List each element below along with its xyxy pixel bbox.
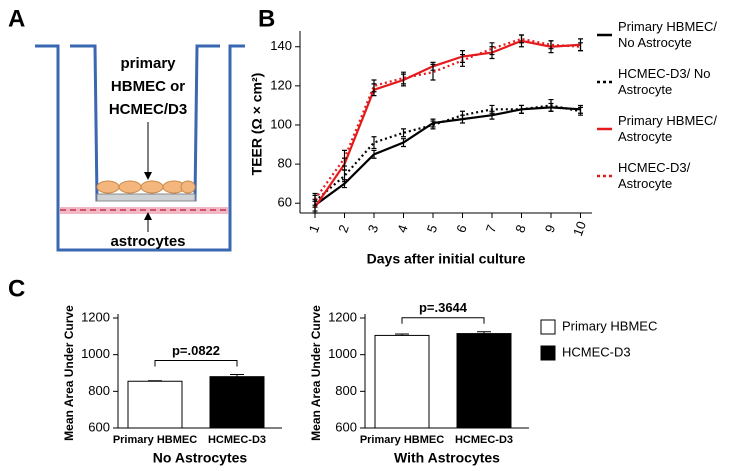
- y-axis-label: Mean Area Under Curve: [309, 305, 323, 441]
- bottom-label: astrocytes: [110, 233, 185, 250]
- x-tick-label: 8: [512, 223, 529, 235]
- y-tick-label: 1000: [328, 346, 357, 361]
- legend-label: Primary HBMEC/ No Astrocyte: [618, 19, 717, 50]
- y-tick-label: 80: [278, 156, 292, 171]
- bar: [374, 334, 430, 429]
- bar: [127, 380, 183, 429]
- error-bar: [460, 53, 465, 67]
- x-tick-label: Primary HBMEC: [113, 434, 197, 446]
- x-tick-label: 4: [394, 223, 411, 235]
- error-bar: [548, 40, 554, 50]
- x-axis-label: With Astrocytes: [394, 450, 500, 466]
- well: [35, 44, 245, 252]
- error-bar: [548, 98, 554, 112]
- error-bar: [371, 149, 377, 159]
- x-tick-label: 9: [542, 223, 559, 235]
- x-tick-label: 5: [424, 223, 441, 235]
- arrowhead: [144, 212, 152, 220]
- error-bar: [342, 149, 347, 167]
- line: [314, 106, 581, 207]
- cells: [96, 180, 196, 194]
- y-tick-label: 1200: [81, 309, 110, 324]
- x-tick-label: 3: [365, 223, 382, 235]
- x-tick-label: Primary HBMEC: [360, 434, 444, 446]
- x-tick-label: 2: [335, 223, 352, 235]
- legend-swatch: [540, 319, 556, 335]
- y-tick-label: 120: [270, 77, 292, 92]
- y-tick-label: 800: [335, 383, 357, 398]
- insert-label: HCMEC/D3: [109, 101, 187, 118]
- insert-label: HBMEC or: [111, 78, 185, 95]
- insert-label: primary: [120, 55, 176, 72]
- panel-label: A: [8, 5, 25, 32]
- legend-swatch: [540, 345, 556, 361]
- y-tick-label: 1200: [328, 309, 357, 324]
- x-tick-label: 6: [453, 223, 470, 235]
- annotation: p=.0822: [172, 343, 220, 358]
- significance-bracket: [154, 359, 238, 367]
- error-bar: [230, 373, 244, 377]
- y-axis-label: Mean Area Under Curve: [62, 305, 76, 441]
- error-bar: [312, 192, 318, 206]
- error-bar: [519, 34, 524, 44]
- bar: [209, 376, 265, 429]
- error-bar: [477, 331, 491, 334]
- y-axis-label: TEER (Ω × cm²): [249, 73, 265, 176]
- legend-label: Primary HBMEC/ Astrocyte: [618, 113, 717, 144]
- error-bar: [395, 333, 409, 336]
- error-bar: [489, 42, 495, 56]
- y-tick-label: 1000: [81, 346, 110, 361]
- line: [314, 39, 581, 208]
- x-tick-label: 1: [306, 223, 323, 235]
- y-tick-label: 140: [270, 38, 292, 53]
- error-bar: [430, 120, 436, 130]
- x-axis-label: Days after initial culture: [367, 251, 526, 267]
- membrane: [96, 193, 196, 202]
- legend-label: HCMEC-D3/ Astrocyte: [618, 160, 691, 191]
- y-tick-label: 600: [88, 419, 110, 434]
- error-bar: [401, 138, 406, 148]
- error-bar: [148, 380, 162, 382]
- significance-bracket: [401, 317, 485, 324]
- line: [314, 104, 581, 203]
- error-bar: [371, 136, 377, 150]
- error-bar: [489, 104, 495, 114]
- y-tick-label: 100: [270, 116, 292, 131]
- error-bar: [578, 42, 583, 52]
- x-tick-label: HCMEC-D3: [455, 434, 513, 446]
- legend-label: HCMEC-D3: [562, 344, 631, 359]
- panel-label: C: [8, 275, 25, 302]
- line: [314, 37, 581, 200]
- x-tick-label: HCMEC-D3: [208, 434, 266, 446]
- x-tick-label: 7: [483, 223, 500, 235]
- error-bar: [519, 104, 524, 114]
- legend-label: Primary HBMEC: [562, 318, 657, 333]
- annotation: p=.3644: [419, 300, 468, 315]
- error-bar: [460, 110, 465, 120]
- y-tick-label: 600: [335, 419, 357, 434]
- x-tick-label: 10: [570, 219, 589, 238]
- error-bar: [371, 79, 377, 93]
- error-bar: [401, 128, 406, 138]
- legend-label: HCMEC-D3/ No Astrocyte: [618, 66, 711, 97]
- y-tick-label: 800: [88, 383, 110, 398]
- error-bar: [578, 106, 583, 116]
- error-bar: [401, 71, 406, 85]
- panel-label: B: [258, 5, 275, 32]
- x-axis-label: No Astrocytes: [153, 450, 248, 466]
- y-tick-label: 60: [278, 195, 292, 210]
- error-bar: [430, 63, 436, 81]
- bar: [456, 333, 512, 429]
- arrowhead: [144, 172, 152, 180]
